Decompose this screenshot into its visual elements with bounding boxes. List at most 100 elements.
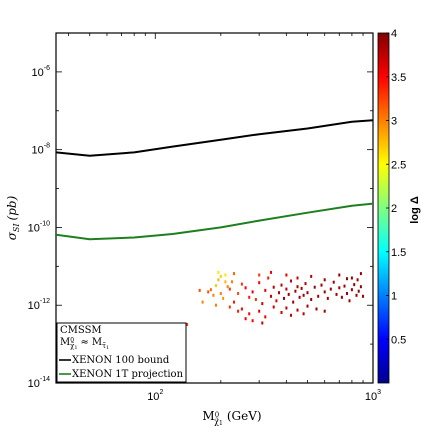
scatter-point [251,319,254,323]
scatter-point [283,296,285,300]
scatter-point [335,292,338,296]
scatter-point [233,272,235,276]
scatter-point [217,278,220,282]
scatter-point [217,270,220,274]
scatter-point [201,300,204,304]
scatter-point [240,307,243,311]
legend-box [56,322,187,383]
legend-label-xenon100: XENON 100 bound [72,355,170,366]
svg-text:log Δ: log Δ [409,196,421,224]
legend-condition: M0 χ̃1 ≈ Mτ̃1 [60,337,109,351]
legend-title: CMSSM [60,325,102,336]
scatter-point [215,303,217,307]
scatter-point [240,282,243,286]
colorbar-label: log Δ [409,196,421,224]
svg-text:σSI(pb): σSI(pb) [5,195,21,240]
scatter-point [350,288,353,292]
scatter-point [298,295,301,299]
scatter-point [296,285,299,289]
scatter-point [353,283,356,287]
svg-text:M0χ̃1(GeV): M0 χ̃1(GeV) [202,409,261,427]
scatter-point [326,296,329,300]
scatter-point [290,313,292,317]
series-lines [56,119,373,241]
x-tick-labels: 102 103 [147,389,381,403]
colorbar-tick-label: 2 [391,203,397,215]
scatter-point [313,285,316,289]
scatter-point [343,284,346,288]
x-tick-label: 102 [147,389,163,403]
y-axis-label: σSI(pb) [5,195,21,240]
scatter-point [244,286,247,290]
colorbar-tick-label: 0.5 [391,334,406,346]
colorbar: 0.5 1 1.5 2 2.5 3 3.5 4 log Δ [377,28,421,384]
scatter-point [272,285,275,289]
scatter-point [280,283,283,287]
scatter-point [340,295,343,299]
scatter-point [310,298,313,301]
scatter-points [186,270,364,326]
scatter-point [332,280,335,284]
scatter-point [306,291,309,295]
scatter-point [359,285,362,289]
scatter-point [264,288,267,292]
scatter-point [320,283,323,287]
scatter-point [209,288,212,292]
legend-label-xenon1t: XENON 1T projection [72,369,184,380]
scatter-point [215,284,217,288]
scatter-point [348,299,351,303]
y-tick-label: 10-14 [28,376,50,390]
scatter-point [296,308,299,312]
scatter-point [270,294,272,298]
scatter-point [306,304,309,308]
scatter-point [317,294,320,298]
scatter-point [228,305,231,309]
y-tick-label: 10-6 [32,65,51,79]
scatter-point [237,292,240,295]
y-tick-labels: 10-6 10-8 10-10 10-12 10-14 [28,65,50,390]
scatter-point [285,287,288,291]
y-tick-label: 10-12 [28,298,50,312]
scatter-point [261,302,264,306]
scatter-point [323,278,326,282]
scatter-point [231,280,233,284]
scatter-point [258,309,261,313]
scatter-point [261,321,264,325]
scatter-point [186,323,189,326]
scatter-point [270,270,272,274]
colorbar-tick-label: 4 [391,28,397,40]
scatter-point [290,279,292,283]
scatter-point [224,273,227,277]
scatter-point [264,315,267,319]
scatter-point [219,274,222,278]
scatter-point [323,290,326,294]
scatter-point [350,276,353,280]
scatter-point [287,292,290,296]
scatter-point [296,276,299,280]
scatter-point [329,287,332,291]
scatter-point [251,290,254,294]
scatter-point [248,295,251,299]
y-tick-label: 10-10 [28,220,50,234]
series-line-xenon100 [56,119,373,157]
scatter-point [267,276,270,280]
colorbar-ticks: 0.5 1 1.5 2 2.5 3 3.5 4 [386,28,406,346]
scatter-point [302,312,305,316]
scatter-point [207,290,210,294]
scatter-point [258,281,261,285]
scatter-point [272,305,275,309]
scatter-point [346,277,348,281]
x-tick-label: 103 [365,389,381,403]
colorbar-tick-label: 1.5 [391,247,406,259]
scatter-point [228,287,231,291]
scatter-point [224,280,227,284]
legend: CMSSM M0 χ̃1 ≈ Mτ̃1 XENON 100 bound XENON 1… [56,322,187,383]
scatter-point [310,274,313,278]
scatter-point [294,289,297,293]
scatter-point [212,293,215,297]
scatter-point [338,286,341,290]
colorbar-tick-label: 3.5 [391,72,406,84]
y-tick-label: 10-8 [32,143,51,157]
scatter-point [219,292,222,295]
